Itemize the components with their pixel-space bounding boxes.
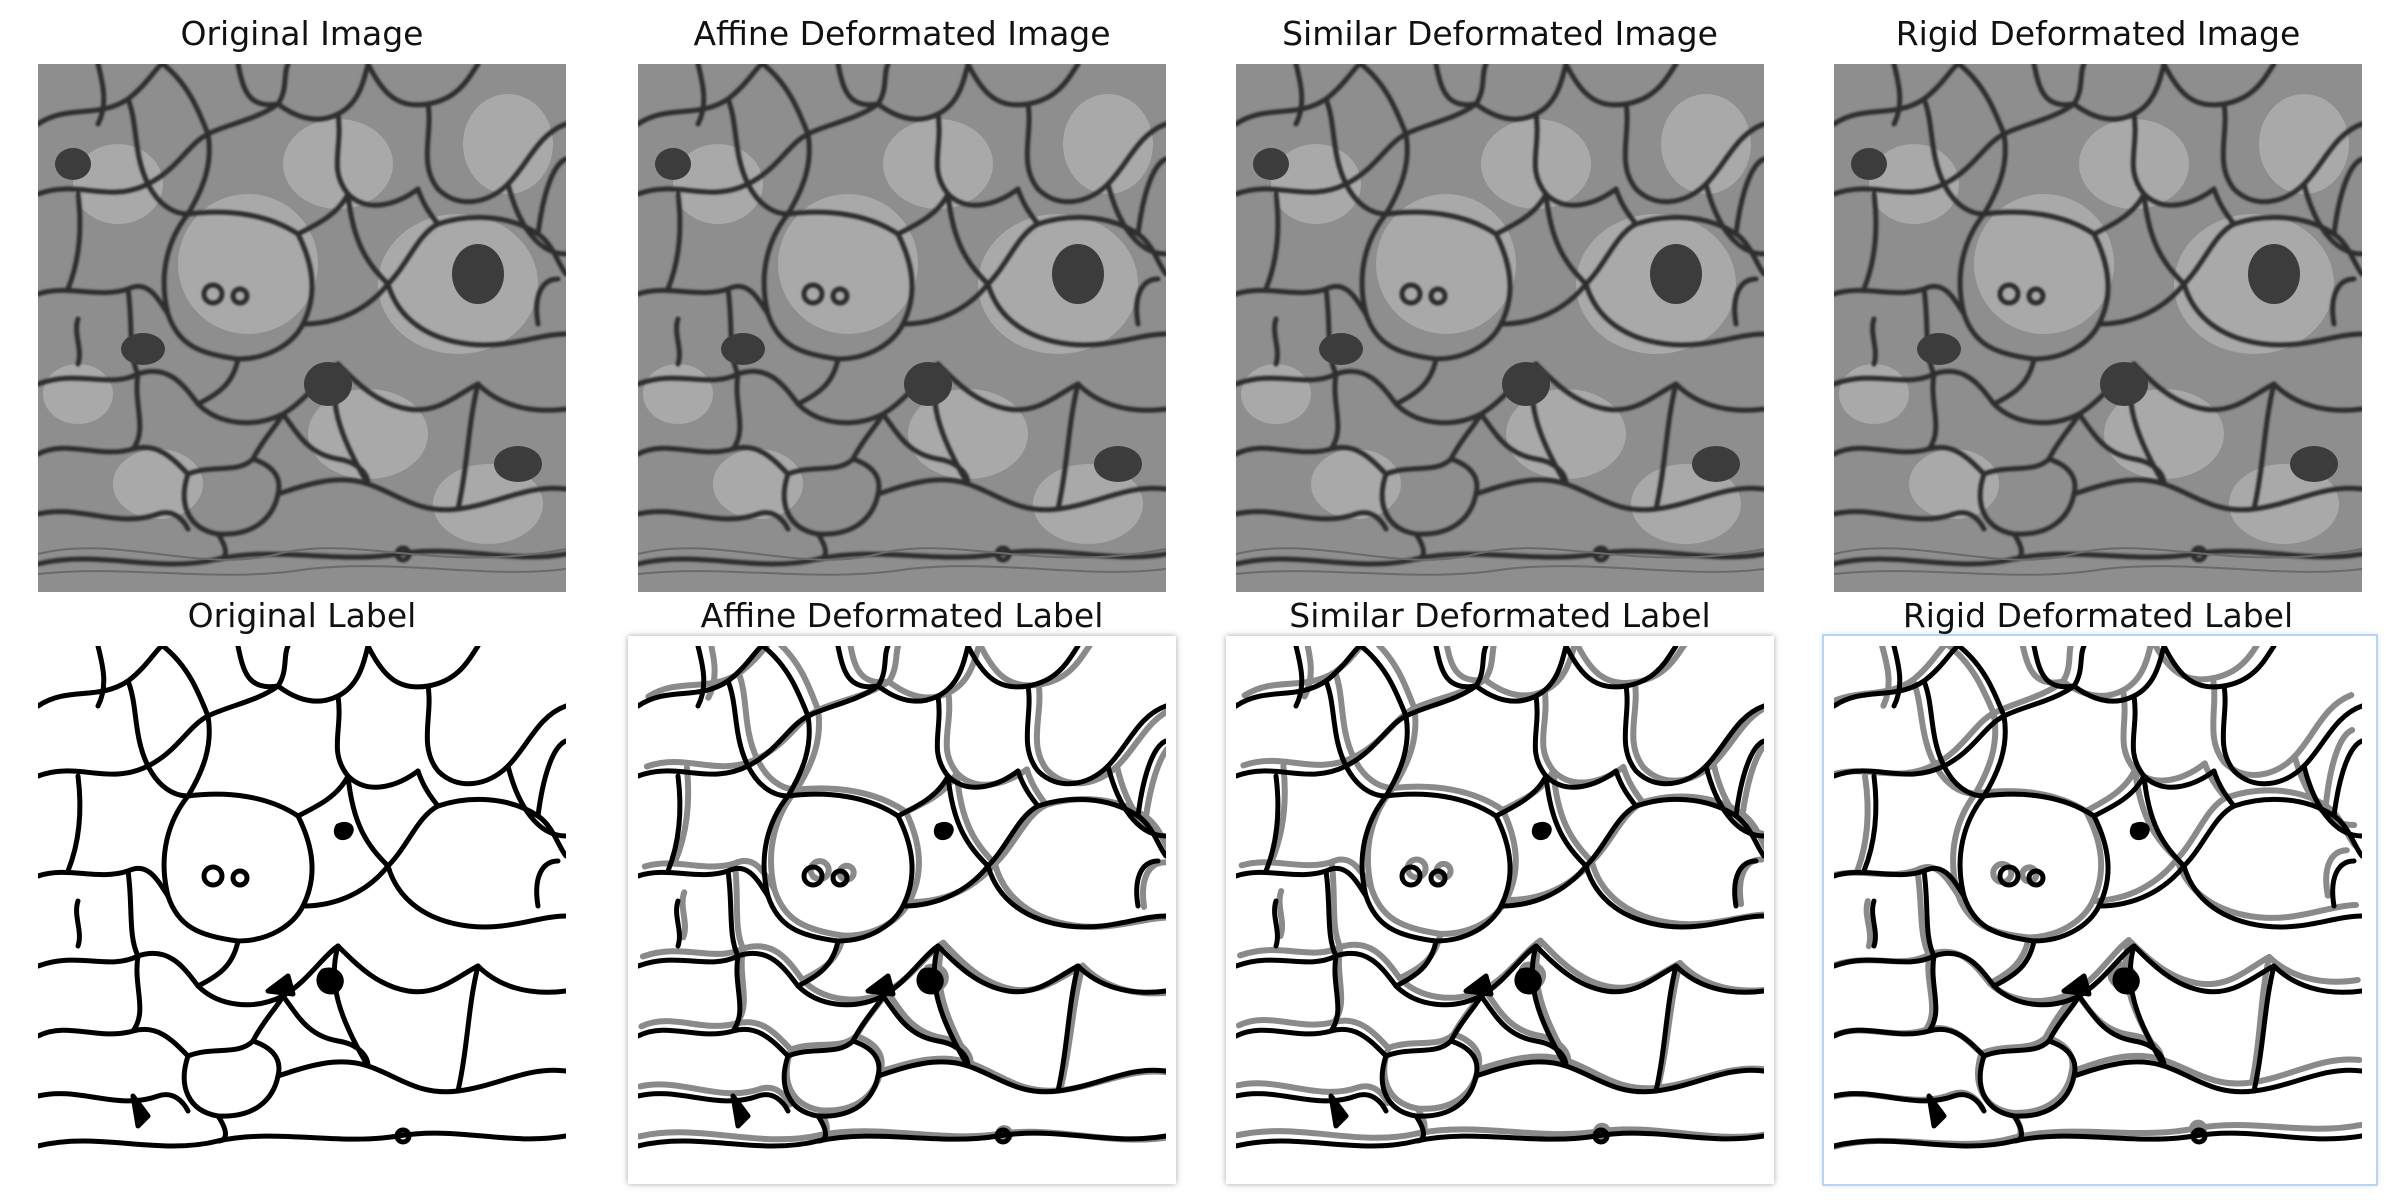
panel-title-affine-label: Affine Deformated Label (700, 596, 1104, 635)
panel-title-similar-label: Similar Deformated Label (1289, 596, 1711, 635)
em-image-graphic (1834, 64, 2362, 592)
panel-title-rigid-image: Rigid Deformated Image (1895, 14, 2301, 53)
rigid-deformated-image (1834, 64, 2362, 592)
original-image (38, 64, 566, 592)
label-overlay-graphic (1834, 646, 2362, 1174)
panel-title-rigid-label: Rigid Deformated Label (1902, 596, 2294, 635)
panel-title-original-label: Original Label (187, 596, 417, 635)
rigid-label-frame[interactable] (1824, 636, 2376, 1184)
panel-title-original-image: Original Image (180, 14, 424, 53)
affine-deformated-image (638, 64, 1166, 592)
panel-title-affine-image: Affine Deformated Image (693, 14, 1111, 53)
original-label (38, 646, 566, 1174)
label-map-graphic (38, 646, 566, 1174)
similar-deformated-label (1236, 646, 1764, 1174)
affine-deformated-label (638, 646, 1166, 1174)
label-overlay-graphic (638, 646, 1166, 1174)
em-image-graphic (38, 64, 566, 592)
panel-title-similar-image: Similar Deformated Image (1282, 14, 1718, 53)
em-image-graphic (638, 64, 1166, 592)
label-overlay-graphic (1236, 646, 1764, 1174)
similar-deformated-image (1236, 64, 1764, 592)
rigid-deformated-label (1834, 646, 2362, 1174)
em-image-graphic (1236, 64, 1764, 592)
